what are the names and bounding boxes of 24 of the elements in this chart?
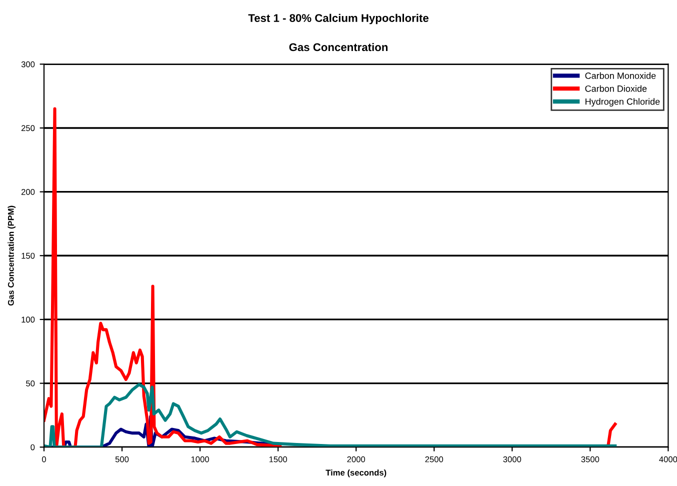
y-tick-label: 200 — [21, 189, 35, 195]
y-tick-label: 50 — [26, 380, 35, 386]
x-axis-title: Time (seconds) — [326, 469, 386, 478]
line-series — [44, 383, 617, 448]
legend-label: Hydrogen Chloride — [586, 98, 660, 107]
y-tick-label: 100 — [22, 316, 35, 323]
y-tick-label: 0 — [30, 444, 35, 450]
x-tick-label: 3500 — [581, 456, 600, 462]
x-tick-label: 2000 — [347, 456, 366, 462]
x-tick-label: 3000 — [503, 456, 522, 462]
y-axis-title: Gas Concentration (PPM) — [8, 206, 16, 306]
y-tick-label: 250 — [21, 125, 35, 132]
legend-label: Carbon Monoxide — [585, 72, 656, 79]
x-tick-label: 1000 — [191, 456, 209, 462]
x-tick-label: 500 — [115, 456, 129, 462]
x-tick-label: 4000 — [659, 456, 677, 462]
chart-subtitle: Gas Concentration — [289, 42, 388, 52]
x-tick-label: 2500 — [425, 456, 444, 462]
legend-label: Carbon Dioxide — [585, 85, 647, 92]
y-tick-label: 300 — [21, 61, 35, 68]
chart-title: Test 1 - 80% Calcium Hypochlorite — [248, 14, 428, 24]
y-tick-label: 150 — [22, 252, 35, 259]
x-tick-label: 1500 — [269, 456, 288, 462]
x-tick-label: 0 — [42, 456, 46, 462]
